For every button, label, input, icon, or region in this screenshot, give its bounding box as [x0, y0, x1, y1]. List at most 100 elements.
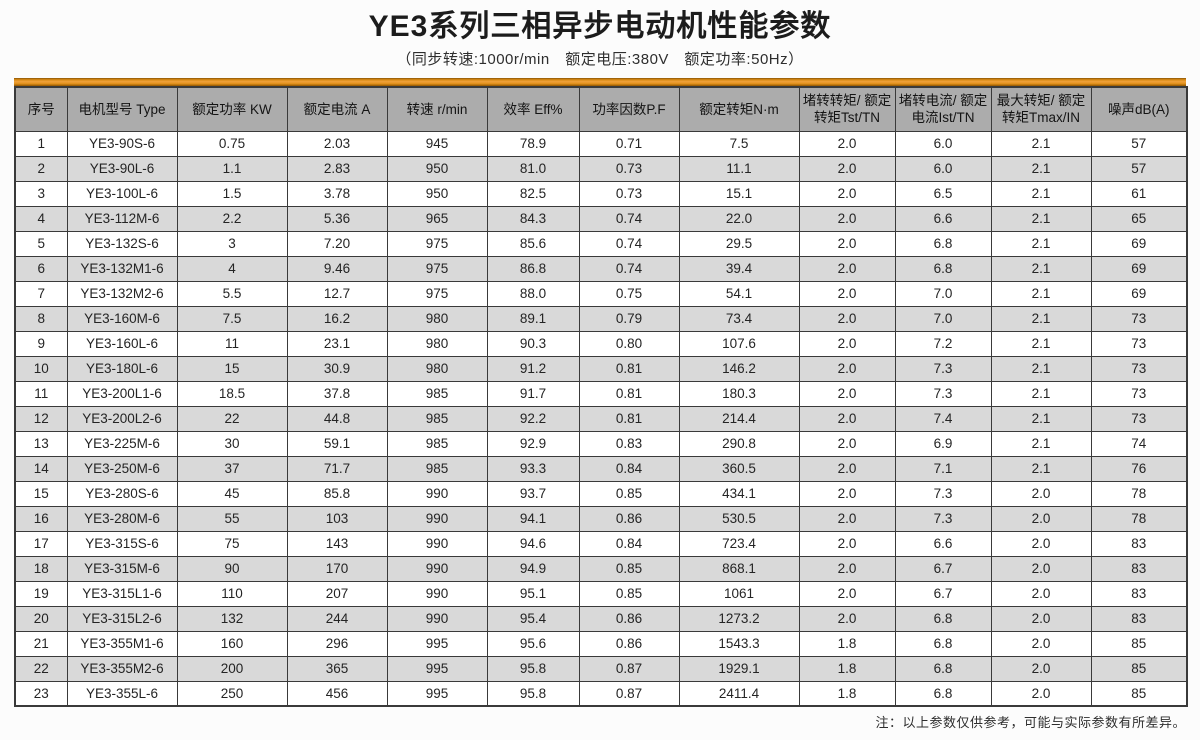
table-cell: 8: [14, 305, 68, 332]
table-cell: 7.5: [678, 130, 800, 157]
table-cell: 85: [1090, 630, 1188, 657]
table-cell: 214.4: [678, 405, 800, 432]
table-cell: 1.8: [798, 630, 896, 657]
table-cell: 0.87: [578, 655, 680, 682]
table-cell: 2.0: [798, 355, 896, 382]
table-cell: 83: [1090, 605, 1188, 632]
table-cell: 2.0: [798, 230, 896, 257]
table-cell: 0.73: [578, 155, 680, 182]
table-cell: 2.0: [798, 205, 896, 232]
table-cell: 89.1: [486, 305, 580, 332]
table-cell: 2.0: [990, 655, 1092, 682]
table-cell: YE3-315L2-6: [66, 605, 178, 632]
header-cell: 效率 Eff%: [486, 86, 580, 132]
table-row: 12 YE3-200L2-6 22 44.8 985 92.2 0.81 214.4 2.0 7.…: [14, 405, 1188, 432]
table-cell: 0.86: [578, 505, 680, 532]
table-cell: 1.1: [176, 155, 288, 182]
table-cell: 94.6: [486, 530, 580, 557]
table-cell: 95.4: [486, 605, 580, 632]
table-cell: 82.5: [486, 180, 580, 207]
table-cell: 83: [1090, 580, 1188, 607]
table-cell: 85.8: [286, 480, 388, 507]
table-cell: 22: [14, 655, 68, 682]
table-row: 5 YE3-132S-6 3 7.20 975 85.6 0.74 29.5 2.0 6.8 2.1…: [14, 230, 1188, 257]
table-cell: 78: [1090, 505, 1188, 532]
table-cell: YE3-250M-6: [66, 455, 178, 482]
table-cell: 990: [386, 505, 488, 532]
table-row: 10 YE3-180L-6 15 30.9 980 91.2 0.81 146.2 2.0 7.3…: [14, 355, 1188, 382]
table-cell: 74: [1090, 430, 1188, 457]
table-cell: 15: [14, 480, 68, 507]
table-cell: 2.1: [990, 280, 1092, 307]
table-cell: 103: [286, 505, 388, 532]
table-cell: 73: [1090, 380, 1188, 407]
table-cell: 0.75: [176, 130, 288, 157]
table-cell: 90: [176, 555, 288, 582]
table-cell: 23: [14, 680, 68, 707]
table-cell: YE3-355M2-6: [66, 655, 178, 682]
table-cell: 19: [14, 580, 68, 607]
table-cell: 290.8: [678, 430, 800, 457]
table-cell: 1273.2: [678, 605, 800, 632]
table-cell: 2.0: [798, 280, 896, 307]
table-cell: 0.86: [578, 630, 680, 657]
table-cell: 16: [14, 505, 68, 532]
table-cell: 14: [14, 455, 68, 482]
table-cell: 1929.1: [678, 655, 800, 682]
header-cell: 额定转矩N·m: [678, 86, 800, 132]
table-cell: 18.5: [176, 380, 288, 407]
table-cell: YE3-200L1-6: [66, 380, 178, 407]
table-cell: YE3-315S-6: [66, 530, 178, 557]
table-row: 19 YE3-315L1-6 110 207 990 95.1 0.85 1061 2.0 6.7…: [14, 580, 1188, 607]
table-cell: 7: [14, 280, 68, 307]
table-cell: 73.4: [678, 305, 800, 332]
table-cell: YE3-280M-6: [66, 505, 178, 532]
table-cell: 170: [286, 555, 388, 582]
table-cell: 0.80: [578, 330, 680, 357]
table-cell: 0.71: [578, 130, 680, 157]
table-cell: 91.2: [486, 355, 580, 382]
table-cell: 83: [1090, 555, 1188, 582]
table-cell: 95.6: [486, 630, 580, 657]
table-cell: 2.1: [990, 355, 1092, 382]
table-cell: 76: [1090, 455, 1188, 482]
table-cell: 990: [386, 530, 488, 557]
table-cell: 990: [386, 555, 488, 582]
header-row: 序号 电机型号 Type 额定功率 KW 额定电流 A 转速 r/min 效率 Eff% 功…: [14, 86, 1188, 132]
table-cell: 3: [14, 180, 68, 207]
table-cell: 2.1: [990, 230, 1092, 257]
table-cell: 2.0: [990, 580, 1092, 607]
table-cell: 160: [176, 630, 288, 657]
table-cell: 7.20: [286, 230, 388, 257]
page-subtitle: （同步转速:1000r/min 额定电压:380V 额定功率:50Hz）: [396, 51, 804, 68]
table-cell: 23.1: [286, 330, 388, 357]
table-cell: 92.9: [486, 430, 580, 457]
table-cell: 4: [176, 255, 288, 282]
table-cell: YE3-132M1-6: [66, 255, 178, 282]
table-cell: 84.3: [486, 205, 580, 232]
table-cell: 69: [1090, 255, 1188, 282]
table-cell: 59.1: [286, 430, 388, 457]
table-body: 1 YE3-90S-6 0.75 2.03 945 78.9 0.71 7.5 2.0 6.0 2.…: [14, 130, 1188, 707]
table-cell: 94.9: [486, 555, 580, 582]
table-cell: YE3-315M-6: [66, 555, 178, 582]
table-cell: 980: [386, 330, 488, 357]
table-cell: 6.8: [894, 655, 992, 682]
table-cell: 2.0: [798, 430, 896, 457]
table-cell: 94.1: [486, 505, 580, 532]
table-cell: 55: [176, 505, 288, 532]
table-cell: 6.0: [894, 155, 992, 182]
table-cell: 6.0: [894, 130, 992, 157]
table-cell: 6.7: [894, 580, 992, 607]
table-cell: 990: [386, 605, 488, 632]
table-row: 22 YE3-355M2-6 200 365 995 95.8 0.87 1929.1 1.8 6…: [14, 655, 1188, 682]
table-row: 9 YE3-160L-6 11 23.1 980 90.3 0.80 107.6 2.0 7.2 2…: [14, 330, 1188, 357]
table-cell: 69: [1090, 230, 1188, 257]
table-cell: 244: [286, 605, 388, 632]
table-cell: 995: [386, 655, 488, 682]
table-cell: 0.73: [578, 180, 680, 207]
table-cell: 6.6: [894, 530, 992, 557]
table-cell: 6.8: [894, 680, 992, 707]
table-cell: 2.1: [990, 455, 1092, 482]
table-cell: 2.1: [990, 405, 1092, 432]
